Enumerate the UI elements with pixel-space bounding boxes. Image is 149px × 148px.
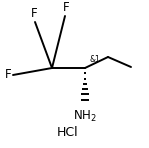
Text: NH$_2$: NH$_2$: [73, 109, 97, 124]
Text: HCl: HCl: [57, 127, 79, 140]
Text: F: F: [31, 7, 37, 20]
Text: &1: &1: [89, 55, 100, 64]
Text: F: F: [63, 1, 69, 14]
Text: F: F: [4, 67, 11, 81]
